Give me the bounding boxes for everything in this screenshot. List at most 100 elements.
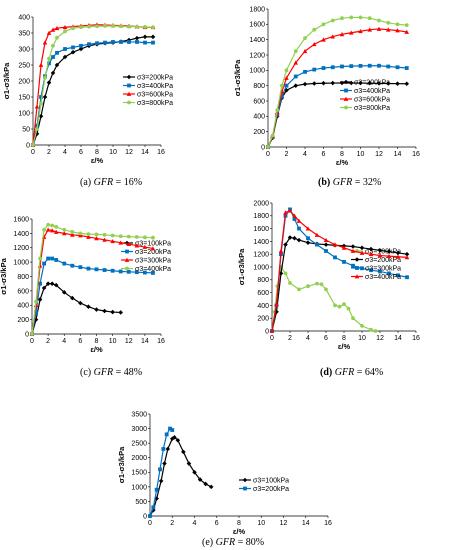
y-tick-label: 3500 <box>131 411 147 418</box>
data-point <box>395 22 400 27</box>
legend-marker <box>343 79 349 85</box>
data-point <box>126 241 132 247</box>
y-tick-label: 0 <box>26 142 30 149</box>
data-point <box>332 242 338 247</box>
data-point <box>323 237 329 243</box>
data-point <box>102 237 107 242</box>
y-tick-label: 800 <box>17 274 29 281</box>
legend-marker <box>355 266 359 270</box>
data-point <box>31 143 35 147</box>
data-point <box>87 24 91 29</box>
legend-label: σ3=300kPa <box>135 258 171 265</box>
series-green <box>30 222 155 336</box>
y-axis-label: σ1-σ3/kPa <box>233 59 242 96</box>
data-point <box>55 50 59 55</box>
data-point <box>79 25 83 30</box>
legend-label: σ3=800kPa <box>354 105 390 112</box>
data-point <box>292 213 297 218</box>
x-tick-label: 10 <box>109 338 117 345</box>
caption-c: (c) GFR = 48% <box>80 367 142 378</box>
y-tick-label: 2000 <box>131 455 147 462</box>
x-tick-label: 0 <box>30 338 34 345</box>
data-point <box>306 236 310 241</box>
y-tick-label: 1800 <box>253 213 269 220</box>
data-point <box>284 68 289 73</box>
data-point <box>42 94 48 100</box>
data-point <box>266 145 270 149</box>
data-point <box>168 426 172 431</box>
y-tick-label: 600 <box>253 98 265 105</box>
data-point <box>38 256 42 261</box>
data-point <box>175 437 181 443</box>
y-axis-label: σ1-σ3/kPa <box>117 446 126 483</box>
data-point <box>368 251 374 257</box>
x-tick-label: 6 <box>324 335 328 342</box>
data-point <box>367 27 373 32</box>
data-point <box>395 81 400 86</box>
data-point <box>94 307 99 312</box>
x-tick-label: 10 <box>257 520 265 527</box>
data-point <box>373 329 378 333</box>
data-point <box>293 74 298 79</box>
data-point <box>274 309 279 315</box>
x-tick-label: 12 <box>375 151 383 158</box>
caption-b: (b) GFR = 32% <box>318 177 381 188</box>
data-point <box>385 27 391 32</box>
data-point <box>134 270 139 275</box>
x-tick-label: 0 <box>270 335 274 342</box>
y-tick-label: 300 <box>18 46 30 53</box>
data-point <box>342 302 346 307</box>
y-tick-label: 600 <box>17 288 29 295</box>
data-point <box>135 40 139 44</box>
data-point <box>358 63 363 68</box>
data-point <box>86 232 91 236</box>
x-tick-label: 2 <box>47 149 51 156</box>
data-point <box>126 269 131 274</box>
data-point <box>284 87 289 93</box>
data-point <box>34 310 38 315</box>
caption-d: (d) GFR = 64% <box>320 367 383 378</box>
data-point <box>321 66 326 70</box>
data-point <box>321 80 326 86</box>
data-point <box>278 248 284 253</box>
data-point <box>283 210 288 215</box>
data-point <box>102 308 107 314</box>
data-point <box>292 217 297 221</box>
x-tick-label: 4 <box>303 151 307 158</box>
y-tick-label: 1000 <box>253 264 269 271</box>
y-tick-label: 200 <box>257 316 269 323</box>
y-tick-label: 800 <box>257 277 269 284</box>
data-point <box>151 25 155 30</box>
data-point <box>350 244 356 249</box>
data-point <box>283 271 288 276</box>
data-point <box>297 226 301 231</box>
data-point <box>111 24 115 28</box>
x-tick-label: 6 <box>78 338 82 345</box>
data-point <box>360 323 364 328</box>
data-point <box>38 281 42 286</box>
caption-a: (a) GFR = 16% <box>80 177 142 188</box>
data-point <box>181 449 186 455</box>
data-point <box>170 428 175 432</box>
data-point <box>41 285 47 291</box>
data-point <box>70 263 75 268</box>
data-point <box>110 233 115 238</box>
data-point <box>341 245 347 250</box>
data-point <box>376 26 382 31</box>
data-point <box>367 80 373 86</box>
data-point <box>142 34 148 40</box>
y-tick-label: 350 <box>18 30 30 37</box>
x-tick-label: 10 <box>357 151 365 158</box>
x-tick-label: 2 <box>285 151 289 158</box>
legend-marker <box>127 83 131 88</box>
data-point <box>46 30 52 35</box>
y-tick-label: 250 <box>18 62 30 69</box>
data-point <box>288 281 292 285</box>
data-point <box>53 282 59 288</box>
data-point <box>43 75 47 80</box>
data-point <box>297 287 301 292</box>
data-point <box>70 295 75 301</box>
data-point <box>61 290 67 295</box>
data-point <box>377 18 381 23</box>
x-tick-label: 14 <box>302 520 310 527</box>
